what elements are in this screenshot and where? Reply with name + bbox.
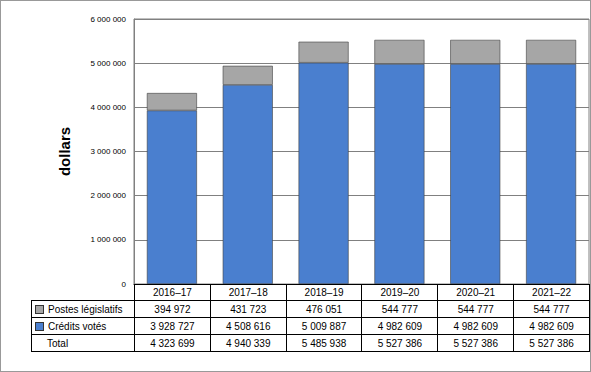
html-text:4 982 609: 4 982 609 <box>453 320 498 332</box>
html-text:2017–18: 2017–18 <box>228 287 268 298</box>
html-text:3 928 727: 3 928 727 <box>150 320 195 332</box>
svg-text:6 000 000: 6 000 000 <box>90 15 126 24</box>
html-text:544 777: 544 777 <box>457 303 494 315</box>
svg-text:2 000 000: 2 000 000 <box>90 191 126 200</box>
html-text:4 982 609: 4 982 609 <box>529 320 574 332</box>
html-text:Crédits votés: Crédits votés <box>48 320 107 332</box>
svg-text:5 000 000: 5 000 000 <box>90 59 126 68</box>
html-text:5 485 938: 5 485 938 <box>301 337 347 349</box>
html-text:Postes législatifs: Postes législatifs <box>48 303 123 315</box>
html-text:2020–21: 2020–21 <box>456 287 496 298</box>
svg-text:1 000 000: 1 000 000 <box>90 235 126 244</box>
html-text:2016–17: 2016–17 <box>152 287 192 298</box>
svg-text:3 000 000: 3 000 000 <box>90 147 126 156</box>
html-text:394 972: 394 972 <box>154 303 191 315</box>
html-text:4 508 616: 4 508 616 <box>226 320 271 332</box>
html-text:Total: Total <box>47 337 69 349</box>
html-text:5 527 386: 5 527 386 <box>377 337 423 349</box>
html-text:476 051: 476 051 <box>306 303 343 315</box>
html-text:5 527 386: 5 527 386 <box>453 337 498 349</box>
html-text:4 982 609: 4 982 609 <box>377 320 423 332</box>
svg-text:0: 0 <box>121 279 126 289</box>
html-text:431 723: 431 723 <box>230 303 267 315</box>
html-text:5 009 887: 5 009 887 <box>301 320 347 332</box>
html-text:2021–22: 2021–22 <box>532 287 571 298</box>
html-text:2019–20: 2019–20 <box>380 287 420 298</box>
html-text:544 777: 544 777 <box>381 303 418 315</box>
svg-text:dollars: dollars <box>56 127 73 176</box>
html-text:5 527 386: 5 527 386 <box>529 337 574 349</box>
html-text:4 940 339: 4 940 339 <box>226 337 271 349</box>
html-text:4 323 699: 4 323 699 <box>150 337 195 349</box>
svg-text:4 000 000: 4 000 000 <box>90 103 126 112</box>
html-text:2018–19: 2018–19 <box>304 287 344 298</box>
html-text:544 777: 544 777 <box>533 303 570 315</box>
